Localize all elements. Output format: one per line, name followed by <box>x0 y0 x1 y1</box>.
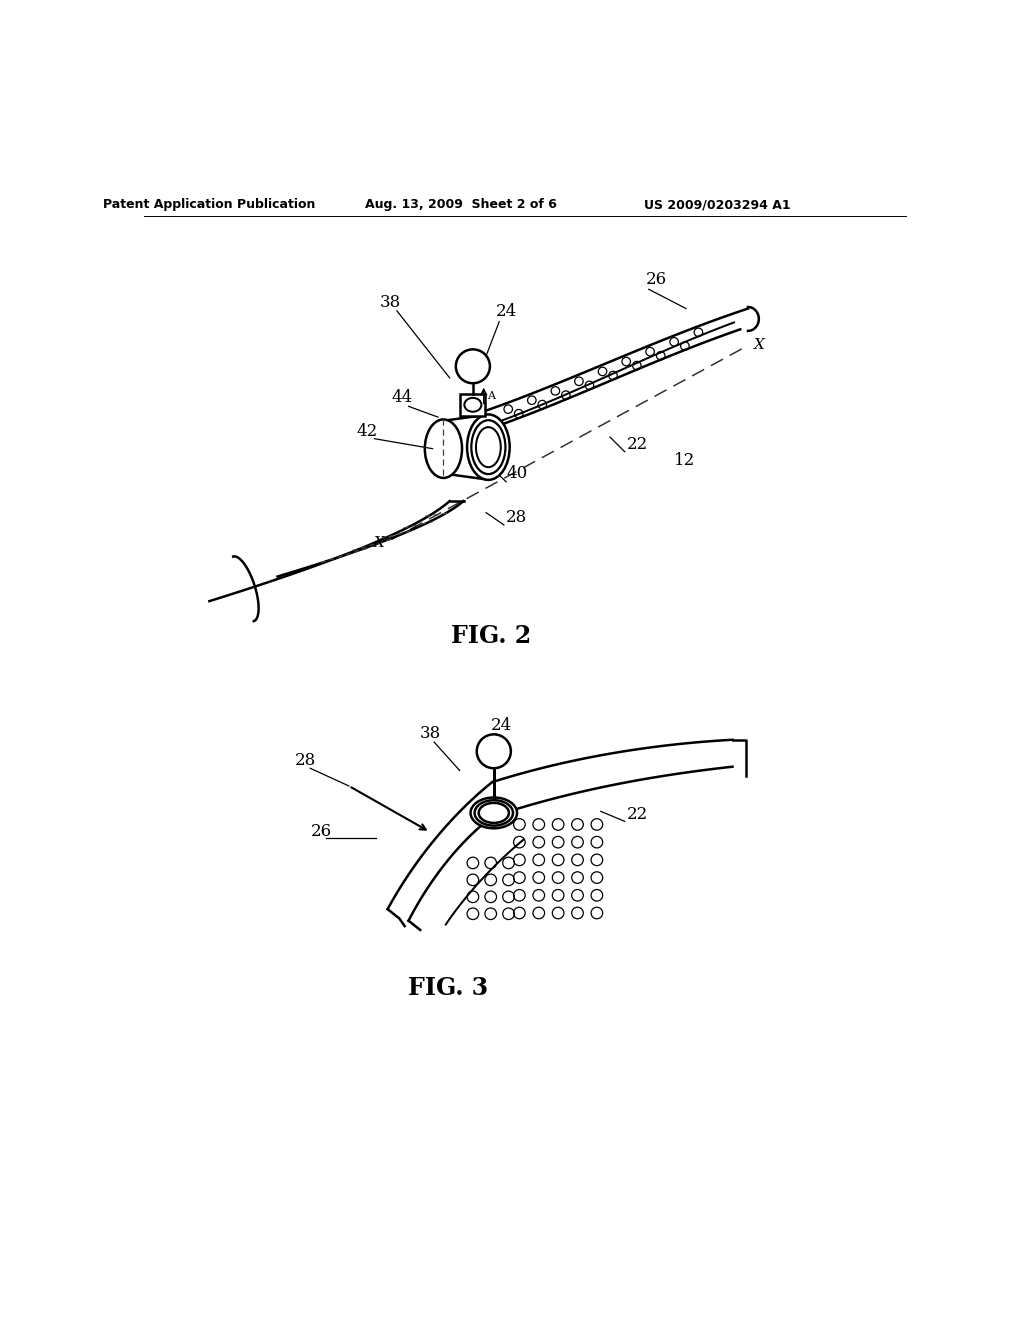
Text: 22: 22 <box>627 807 647 824</box>
Ellipse shape <box>474 800 513 825</box>
Ellipse shape <box>471 797 517 829</box>
Text: 28: 28 <box>295 752 315 770</box>
Text: FIG. 2: FIG. 2 <box>451 624 530 648</box>
Ellipse shape <box>464 397 481 412</box>
Ellipse shape <box>478 803 509 822</box>
Text: 40: 40 <box>506 465 527 482</box>
Text: 38: 38 <box>420 725 440 742</box>
Circle shape <box>477 734 511 768</box>
Text: 22: 22 <box>627 436 647 453</box>
Text: FIG. 3: FIG. 3 <box>408 977 488 1001</box>
Ellipse shape <box>476 428 501 467</box>
Text: US 2009/0203294 A1: US 2009/0203294 A1 <box>644 198 791 211</box>
Text: 24: 24 <box>490 717 512 734</box>
Text: X: X <box>375 536 385 550</box>
Ellipse shape <box>467 414 510 480</box>
Text: 24: 24 <box>496 304 517 321</box>
Circle shape <box>456 350 489 383</box>
Text: 12: 12 <box>675 451 695 469</box>
Text: 26: 26 <box>646 271 667 288</box>
Text: X: X <box>755 338 765 351</box>
Text: 44: 44 <box>391 389 413 407</box>
Text: 28: 28 <box>506 508 526 525</box>
Text: 42: 42 <box>356 422 378 440</box>
Text: A: A <box>486 391 495 400</box>
Ellipse shape <box>471 420 506 474</box>
Bar <box>461 395 485 416</box>
Text: Aug. 13, 2009  Sheet 2 of 6: Aug. 13, 2009 Sheet 2 of 6 <box>366 198 557 211</box>
Text: 38: 38 <box>380 294 401 312</box>
Ellipse shape <box>425 420 462 478</box>
Text: 26: 26 <box>311 822 332 840</box>
Text: Patent Application Publication: Patent Application Publication <box>103 198 315 211</box>
